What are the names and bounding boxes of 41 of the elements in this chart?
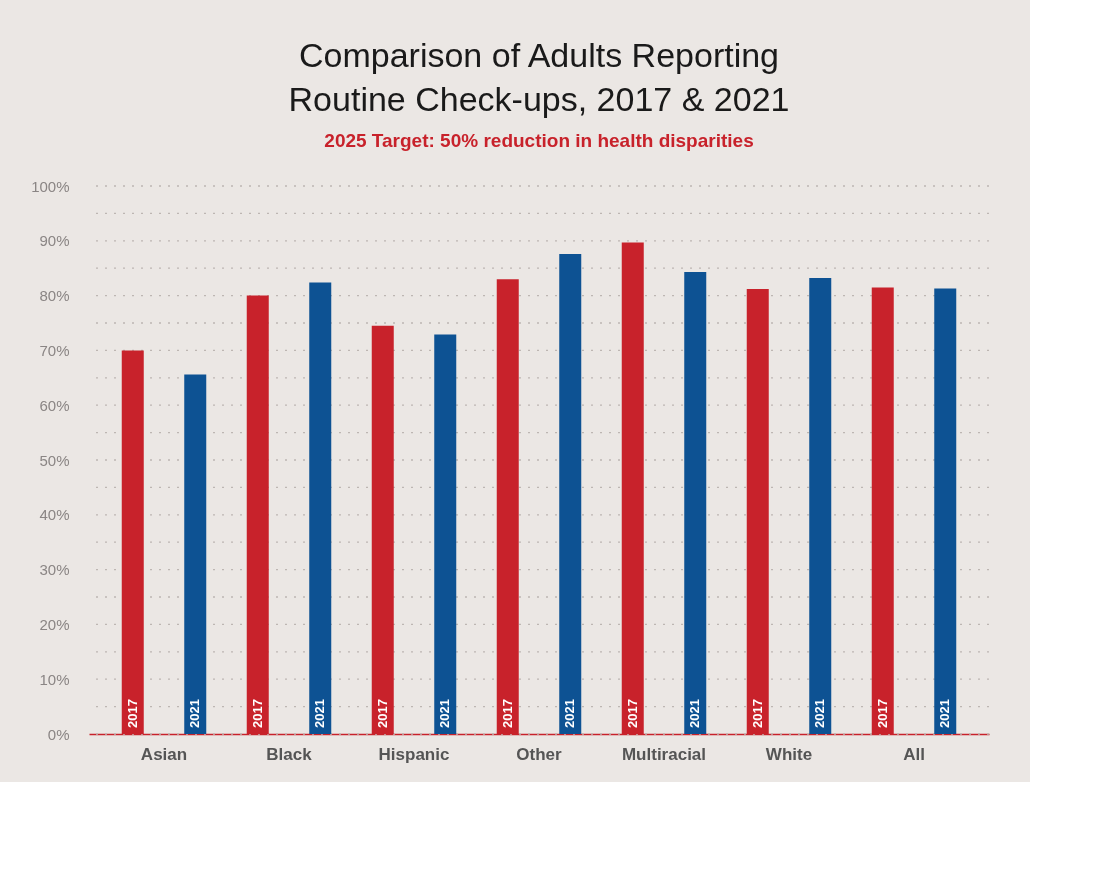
y-tick-label: 20%	[39, 615, 70, 633]
text: 2017	[874, 699, 890, 728]
text: 2021	[812, 699, 828, 728]
y-tick-label: 50%	[39, 451, 70, 469]
text: 2017	[374, 699, 390, 728]
bar	[309, 282, 332, 734]
chart-title: Comparison of Adults Reporting Routine Check-ups, 2017 & 2021	[288, 36, 790, 118]
x-tick-label: Other	[516, 744, 563, 764]
y-tick-label: 0%	[47, 725, 70, 743]
text: 2021	[937, 699, 953, 728]
y-tick-label: 90%	[39, 232, 70, 250]
x-tick-label: Hispanic	[378, 744, 450, 764]
text: 2021	[437, 699, 453, 728]
y-tick-label: 70%	[39, 341, 70, 359]
y-tick-label: 80%	[39, 287, 70, 305]
x-tick-label: White	[765, 744, 813, 764]
text: 2021	[312, 699, 328, 728]
text: 2017	[749, 699, 765, 728]
x-tick-label: Asian	[140, 744, 188, 764]
text: 2021	[687, 699, 703, 728]
x-tick-label: All	[903, 744, 925, 764]
series-label: 2021	[187, 699, 203, 728]
text: 2021	[562, 699, 578, 728]
bar	[934, 288, 957, 734]
y-tick-label: 60%	[39, 396, 70, 414]
y-tick-label: 10%	[39, 670, 70, 688]
series-label: 2017	[124, 699, 140, 728]
chart-subtitle: 2025 Target: 50% reduction in health disparities	[324, 130, 754, 151]
text: 2017	[249, 699, 265, 728]
bar	[184, 374, 207, 734]
text: 2017	[624, 699, 640, 728]
bar	[434, 334, 457, 734]
x-tick-label: Black	[266, 744, 313, 764]
bar	[809, 278, 832, 734]
bar	[559, 253, 582, 734]
text: 2017	[499, 699, 515, 728]
x-tick-label: Multiracial	[621, 744, 707, 764]
y-tick-label: 40%	[39, 506, 70, 524]
y-tick-label: 30%	[39, 561, 70, 579]
bar	[684, 272, 707, 734]
y-tick-label: 100%	[31, 177, 70, 195]
